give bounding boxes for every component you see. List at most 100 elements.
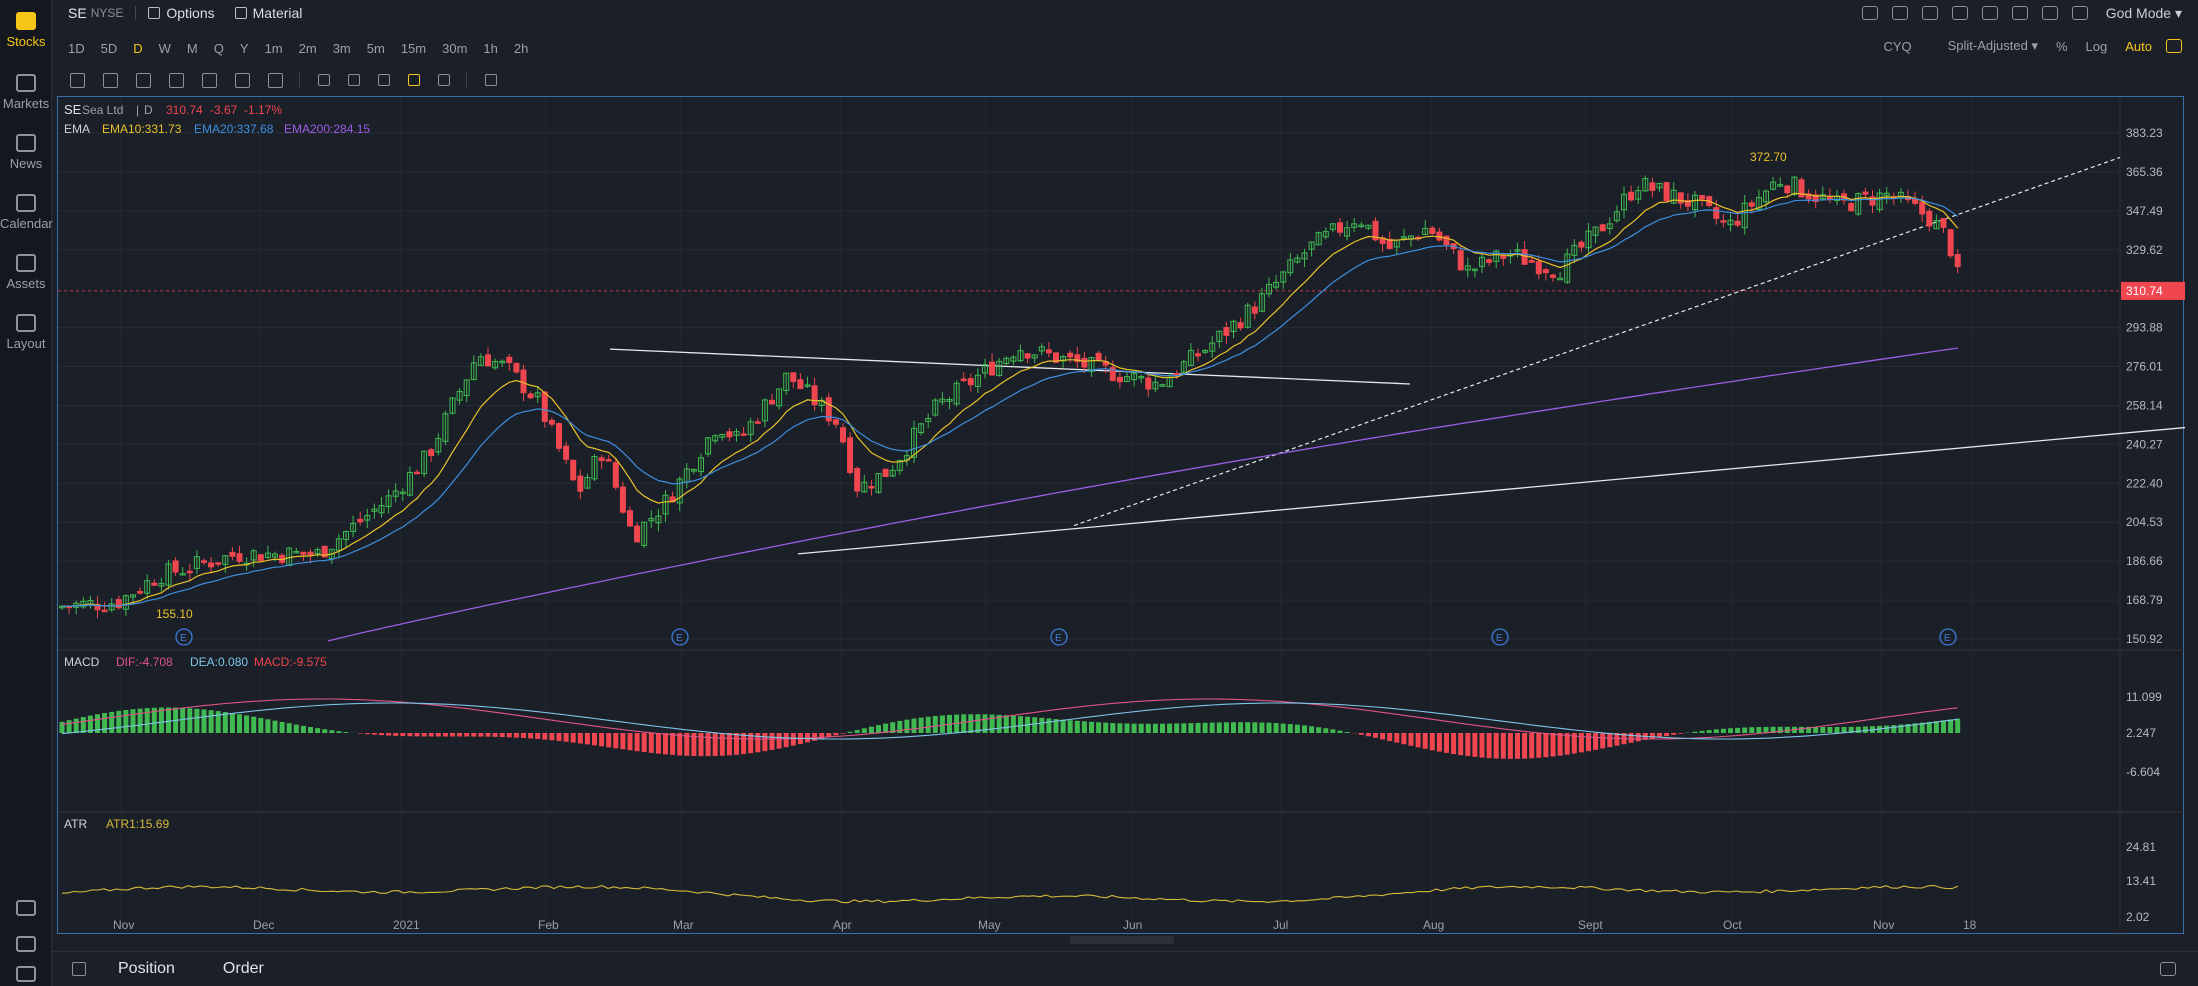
rail-stocks[interactable]: Stocks: [0, 12, 52, 49]
macd-dea: DEA:0.080: [190, 655, 248, 669]
candle-body: [1869, 196, 1876, 206]
macd-bar: [741, 733, 747, 755]
interval-15m[interactable]: 15m: [400, 40, 427, 56]
candle-body: [1819, 194, 1826, 200]
macd-bar: [102, 713, 108, 733]
percent-button[interactable]: %: [2055, 38, 2068, 54]
lock-icon[interactable]: [348, 74, 360, 86]
candle-body: [1095, 352, 1102, 361]
trendline-lower: [797, 426, 2185, 555]
panel-resize-handle[interactable]: [1070, 936, 1174, 944]
gift-icon[interactable]: [16, 900, 36, 916]
candle-body: [1947, 229, 1954, 257]
rail-assets[interactable]: Assets: [0, 254, 52, 291]
macd-bar: [1820, 726, 1826, 733]
pencil-icon[interactable]: [318, 74, 330, 86]
expand-icon[interactable]: [2166, 39, 2182, 53]
refresh-icon[interactable]: [16, 936, 36, 952]
interval-y[interactable]: Y: [239, 40, 249, 56]
macd-bar: [1302, 725, 1307, 733]
macd-label[interactable]: MACD: [64, 655, 100, 669]
interval-2m[interactable]: 2m: [298, 40, 317, 56]
window-icon[interactable]: [1981, 6, 1998, 20]
adjust-dropdown[interactable]: Split-Adjusted ▾: [1947, 38, 2038, 53]
pattern-tool-icon[interactable]: [136, 72, 151, 88]
material-icon: [234, 7, 247, 19]
line-tool-icon[interactable]: [70, 72, 85, 88]
price-tick: 258.14: [2126, 398, 2163, 412]
notification-icon[interactable]: [16, 966, 36, 982]
rail-calendar[interactable]: Calendar: [0, 194, 53, 231]
price-tick: 240.27: [2126, 437, 2163, 451]
atr-label[interactable]: ATR: [64, 817, 87, 831]
interval-m[interactable]: M: [186, 40, 198, 56]
interval-2h[interactable]: 2h: [513, 40, 529, 56]
settings-icon[interactable]: [1951, 6, 1968, 20]
interval-d[interactable]: D: [133, 40, 143, 56]
tab-position[interactable]: Position: [118, 960, 175, 977]
options-button[interactable]: Options: [148, 5, 215, 21]
trash-icon[interactable]: [485, 74, 497, 86]
candle-body: [698, 457, 704, 473]
interval-w[interactable]: W: [158, 40, 171, 56]
arrow-tool-icon[interactable]: [202, 72, 217, 88]
rect-tool-icon[interactable]: [103, 72, 118, 88]
candle-body: [343, 531, 349, 540]
candle-body: [1684, 199, 1691, 207]
rail-markets[interactable]: Markets: [0, 74, 52, 111]
candle-body: [1613, 211, 1620, 222]
fullscreen-icon[interactable]: [2011, 6, 2028, 20]
macd-bar: [66, 720, 72, 733]
text-tool-icon[interactable]: [268, 72, 283, 88]
interval-q[interactable]: Q: [213, 40, 224, 56]
candle-body: [250, 550, 257, 561]
macd-bar: [1955, 718, 1961, 733]
grid-icon[interactable]: [2071, 6, 2088, 20]
magnet-icon[interactable]: [408, 74, 420, 86]
macd-bar: [1735, 727, 1741, 733]
candle-body: [1024, 353, 1031, 359]
chart-frame[interactable]: 383.23 365.36 347.49 329.62 293.88 276.01 258.…: [57, 96, 2185, 935]
sidebar-toggle-icon[interactable]: [72, 962, 86, 976]
macd-bar: [854, 730, 860, 733]
last-price: 310.74: [166, 103, 203, 117]
interval-5m[interactable]: 5m: [366, 40, 385, 56]
interval-1h[interactable]: 1h: [483, 40, 498, 56]
price-chart[interactable]: 383.23 365.36 347.49 329.62 293.88 276.01 258.…: [58, 97, 2185, 935]
material-button[interactable]: Material: [234, 5, 302, 21]
candle-body: [783, 372, 790, 391]
auto-button[interactable]: Auto: [2125, 38, 2152, 54]
log-button[interactable]: Log: [2085, 38, 2108, 54]
cyq-button[interactable]: CYQ: [1883, 38, 1912, 54]
macd-dif: DIF:-4.708: [116, 655, 173, 669]
candle-body: [790, 372, 797, 382]
ema-label[interactable]: EMA: [64, 122, 90, 136]
interval-30m[interactable]: 30m: [442, 40, 468, 56]
candle-body: [1464, 265, 1471, 271]
macd-bar: [1138, 723, 1144, 733]
chat-icon[interactable]: [2160, 962, 2176, 976]
candle-body: [257, 554, 264, 561]
interval-3m[interactable]: 3m: [332, 40, 351, 56]
rail-layout[interactable]: Layout: [0, 314, 52, 351]
macd-bar: [1145, 723, 1151, 733]
macd-bar: [648, 733, 654, 753]
copy-icon[interactable]: [2041, 6, 2058, 20]
measure-tool-icon[interactable]: [235, 72, 250, 88]
chart-icon[interactable]: [1861, 6, 1878, 20]
fib-tool-icon[interactable]: [169, 72, 184, 88]
interval-1m[interactable]: 1m: [264, 40, 283, 56]
macd-bar: [1195, 722, 1201, 733]
eye-icon[interactable]: [378, 74, 390, 86]
undo-icon[interactable]: [1921, 6, 1938, 20]
candle-body: [1031, 354, 1038, 359]
mode-selector[interactable]: God Mode ▾: [2105, 4, 2182, 21]
interval-5d[interactable]: 5D: [100, 40, 118, 56]
interval-1d[interactable]: 1D: [68, 40, 85, 56]
tab-order[interactable]: Order: [222, 960, 264, 977]
candle-body: [634, 525, 641, 543]
rail-news[interactable]: News: [0, 134, 52, 171]
layers-icon[interactable]: [438, 74, 450, 86]
edit-icon[interactable]: [1891, 6, 1908, 20]
candle-body: [1067, 352, 1074, 358]
